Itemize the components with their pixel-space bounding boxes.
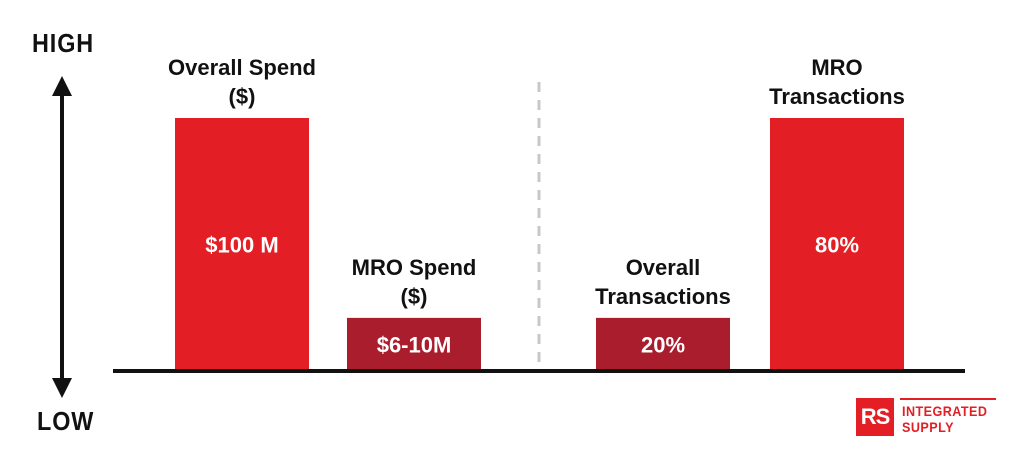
- logo-rule: [900, 398, 996, 400]
- arrow-down-icon: [52, 378, 72, 398]
- bar-1-category-label: ($): [229, 84, 256, 109]
- bar-4-category-label: Transactions: [769, 84, 905, 109]
- bar-2-category-label: MRO Spend: [352, 255, 477, 280]
- bar-4: [770, 118, 904, 371]
- bar-3: [596, 317, 730, 371]
- scale-low-label: LOW: [37, 406, 95, 436]
- bar-4-category-label: MRO: [811, 55, 862, 80]
- logo-text-line1: INTEGRATED: [902, 403, 988, 419]
- bar-2-category-label: ($): [401, 284, 428, 309]
- bar-1-category-label: Overall Spend: [168, 55, 316, 80]
- rs-logo-mark: RS: [856, 398, 894, 436]
- bar-1-value-label: $100 M: [205, 233, 278, 258]
- arrow-up-icon: [52, 76, 72, 96]
- bar-3-category-label: Overall: [626, 255, 701, 280]
- rs-integrated-supply-logo: RS INTEGRATED SUPPLY: [856, 396, 1006, 440]
- bar-3-value-label: 20%: [641, 332, 685, 357]
- bar-3-category-label: Transactions: [595, 284, 731, 309]
- bar-1: [175, 118, 309, 371]
- bar-4-value-label: 80%: [815, 233, 859, 258]
- bar-2: [347, 317, 481, 371]
- logo-text-line2: SUPPLY: [902, 419, 954, 435]
- scale-high-label: HIGH: [32, 28, 95, 58]
- bar-2-value-label: $6-10M: [377, 332, 452, 357]
